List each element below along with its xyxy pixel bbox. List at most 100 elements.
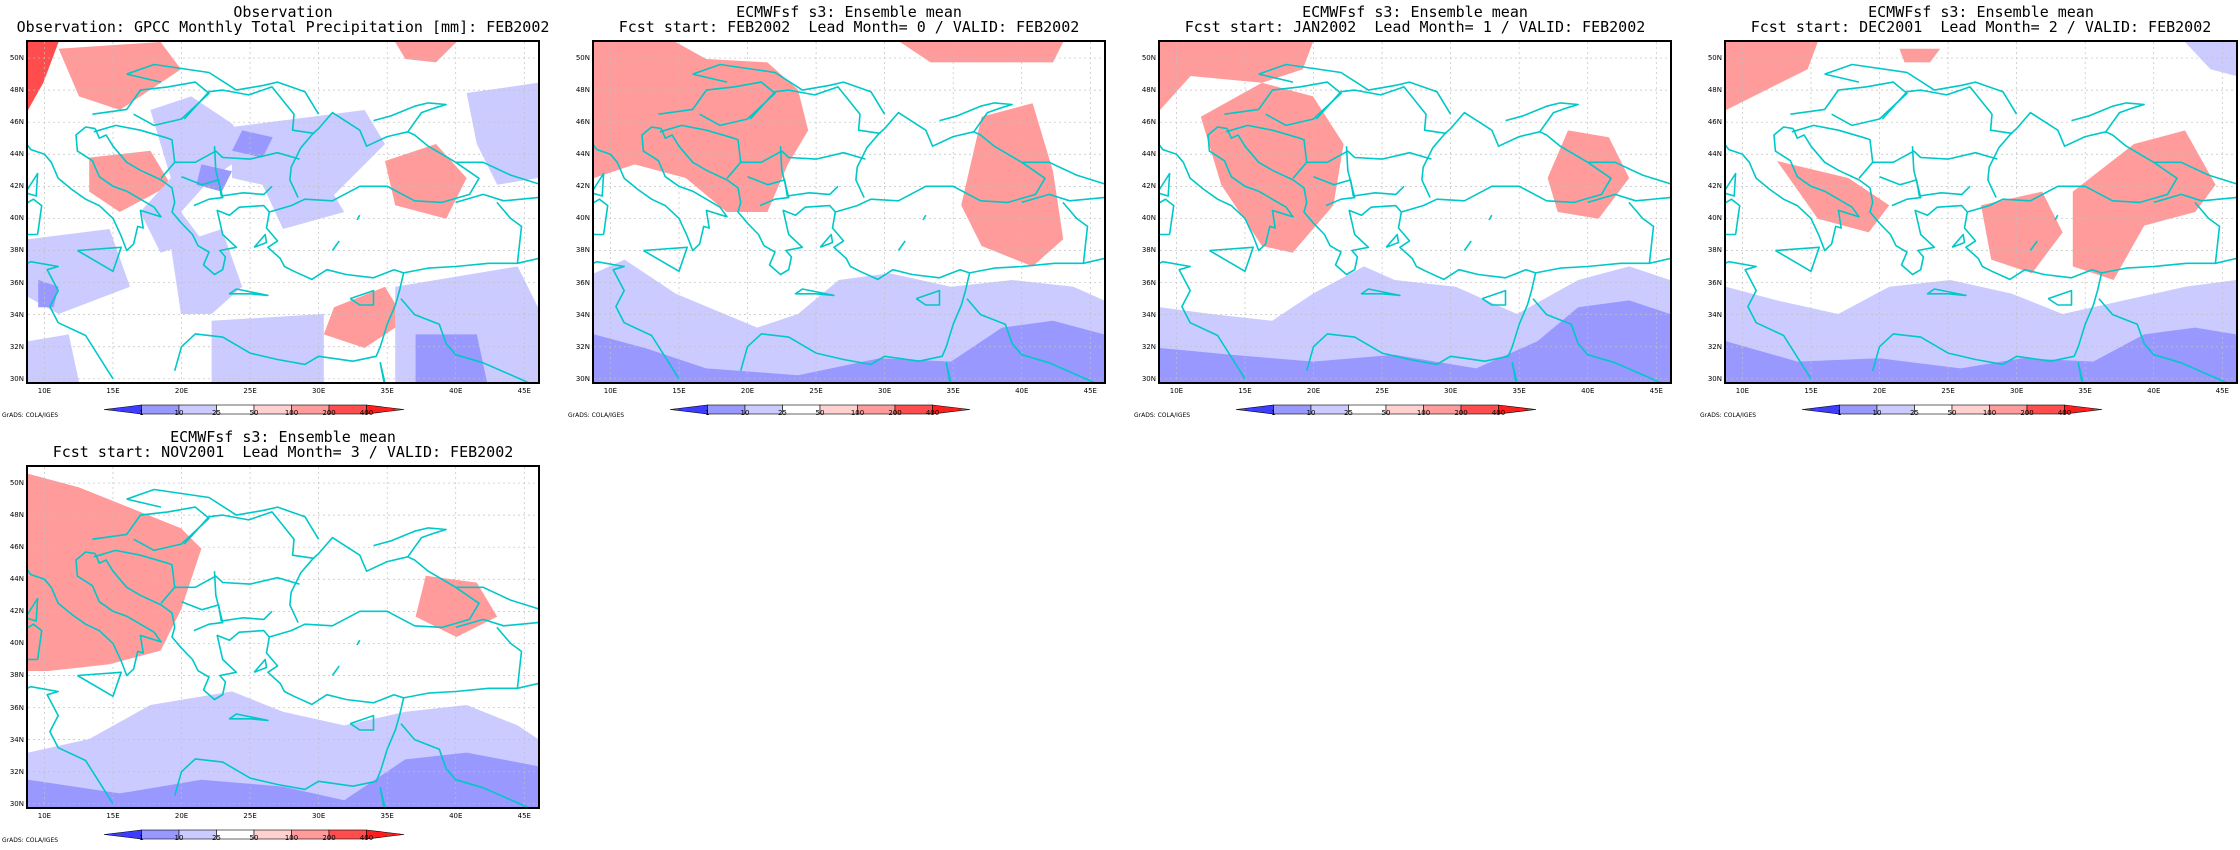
precip-below-shade bbox=[415, 334, 487, 382]
coastline bbox=[28, 597, 39, 622]
coastline bbox=[1463, 240, 1472, 251]
coastline bbox=[373, 527, 447, 558]
lon-tick-label: 40E bbox=[1581, 387, 1595, 395]
coastline bbox=[692, 73, 728, 83]
legend-label: 25 bbox=[778, 409, 787, 417]
coastline bbox=[1535, 257, 1670, 274]
lon-tick-label: 40E bbox=[1015, 387, 1029, 395]
coastline bbox=[969, 257, 1104, 274]
coastline bbox=[126, 498, 162, 508]
legend-label: 100 bbox=[1416, 409, 1431, 417]
legend-swatch bbox=[932, 404, 971, 415]
precip-above-shade bbox=[2072, 130, 2216, 280]
lat-tick-label: 46N bbox=[9, 543, 24, 552]
coastline bbox=[945, 361, 952, 382]
legend-label: 200 bbox=[2020, 409, 2034, 417]
lat-tick-label: 48N bbox=[1707, 86, 1722, 95]
grads-credit: GrADS: COLA/IGES bbox=[568, 412, 625, 419]
coastline bbox=[1951, 233, 1966, 249]
coastline bbox=[181, 600, 273, 622]
grads-credit: GrADS: COLA/IGES bbox=[1700, 412, 1757, 419]
coastline bbox=[379, 361, 386, 382]
legend-label: 25 bbox=[212, 409, 221, 417]
lat-tick-label: 46N bbox=[1141, 118, 1156, 127]
map-svg bbox=[1160, 42, 1670, 382]
map-plot-area bbox=[592, 40, 1106, 384]
precip-below-shade bbox=[28, 752, 538, 807]
map-plot-area bbox=[26, 40, 540, 384]
coastline bbox=[181, 175, 273, 197]
coastline bbox=[126, 488, 320, 540]
lat-tick-label: 44N bbox=[1707, 150, 1722, 159]
coastline bbox=[2194, 201, 2221, 264]
coastline bbox=[1258, 73, 1294, 83]
lon-tick-label: 45E bbox=[517, 812, 531, 820]
lon-tick-label: 30E bbox=[2009, 387, 2024, 395]
lat-tick-label: 48N bbox=[9, 86, 24, 95]
map-panel-observation: Observation Observation: GPCC Monthly Tot… bbox=[0, 0, 566, 425]
lat-tick-label: 32N bbox=[9, 342, 24, 351]
lon-tick-label: 40E bbox=[449, 387, 463, 395]
coastline bbox=[331, 665, 340, 676]
coastline bbox=[1313, 175, 1405, 197]
map-panel-lead-3: ECMWFsf s3: Ensemble mean Fcst start: NOV… bbox=[0, 425, 566, 850]
lon-tick-label: 30E bbox=[311, 387, 326, 395]
lat-tick-label: 36N bbox=[1141, 278, 1156, 287]
coastline bbox=[1872, 150, 1998, 164]
lat-tick-label: 48N bbox=[9, 511, 24, 520]
legend-label: 10 bbox=[1872, 409, 1882, 417]
lat-tick-label: 38N bbox=[1141, 246, 1156, 255]
grads-credit: GrADS: COLA/IGES bbox=[2, 412, 59, 419]
precip-above-shade bbox=[1899, 48, 1941, 63]
legend-label: 50 bbox=[1381, 409, 1391, 417]
coastline bbox=[1208, 246, 1254, 273]
precip-above-shade bbox=[1981, 191, 2063, 274]
map-svg bbox=[28, 467, 538, 807]
lat-tick-label: 42N bbox=[9, 182, 24, 191]
coastline bbox=[1791, 124, 1874, 179]
precip-above-shade bbox=[1200, 82, 1344, 253]
coastline bbox=[739, 211, 971, 372]
precip-above-shade bbox=[323, 286, 406, 348]
precip-below-shade bbox=[466, 82, 538, 185]
coastline bbox=[594, 198, 609, 236]
coastline bbox=[1401, 111, 1612, 213]
legend-label: 10 bbox=[740, 409, 750, 417]
precip-below-shade bbox=[232, 130, 273, 158]
precip-below-shade bbox=[28, 334, 79, 382]
lon-tick-label: 35E bbox=[1512, 387, 1526, 395]
map-svg bbox=[1726, 42, 2236, 382]
coastline bbox=[692, 63, 886, 115]
lon-tick-label: 15E bbox=[1238, 387, 1252, 395]
precip-below-shade bbox=[1160, 300, 1670, 382]
coastline bbox=[349, 289, 375, 306]
coastline bbox=[1062, 201, 1089, 264]
lat-tick-label: 40N bbox=[9, 639, 24, 648]
legend-label: 10 bbox=[1306, 409, 1316, 417]
lat-tick-label: 46N bbox=[9, 118, 24, 127]
legend-label: 200 bbox=[888, 409, 902, 417]
coastline bbox=[253, 658, 268, 674]
coastline bbox=[1225, 124, 1308, 179]
lon-tick-label: 15E bbox=[1804, 387, 1818, 395]
coastline bbox=[1160, 126, 1294, 252]
lat-tick-label: 36N bbox=[575, 278, 590, 287]
lon-tick-label: 25E bbox=[243, 387, 257, 395]
map-svg bbox=[594, 42, 1104, 382]
coastline bbox=[76, 671, 122, 698]
lat-tick-label: 50N bbox=[575, 54, 590, 63]
coastline bbox=[1891, 146, 1922, 207]
lat-tick-label: 42N bbox=[9, 607, 24, 616]
coastline bbox=[2101, 257, 2236, 274]
coastline bbox=[28, 623, 43, 661]
coastline bbox=[28, 260, 114, 380]
lat-tick-label: 30N bbox=[1141, 374, 1156, 383]
precip-above-shade bbox=[594, 42, 809, 212]
precip-below-shade bbox=[1726, 327, 2236, 382]
coastline bbox=[373, 102, 447, 133]
precip-below-shade bbox=[232, 110, 385, 229]
coastline bbox=[173, 211, 405, 372]
legend-label: 100 bbox=[850, 409, 865, 417]
legend-label: 100 bbox=[284, 409, 299, 417]
precip-above-shade bbox=[1547, 130, 1630, 219]
